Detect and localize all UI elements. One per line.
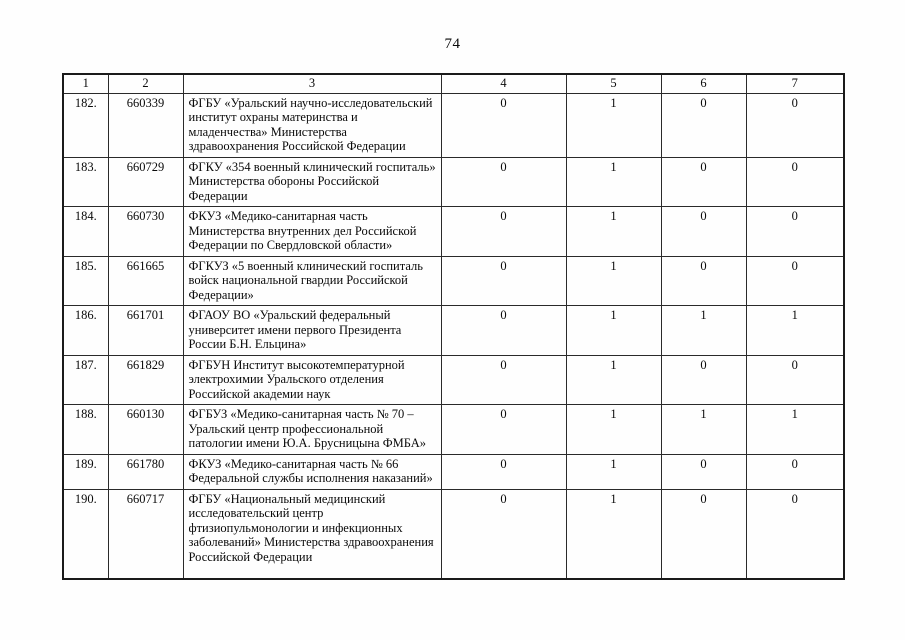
org-name-cell: ФГБУ «Национальный медицинский исследова… bbox=[182, 488, 442, 580]
column-header-6: 6 bbox=[660, 73, 747, 94]
col7-value-cell: 0 bbox=[745, 156, 845, 207]
org-name-cell: ФКУЗ «Медико-санитарная часть Министерст… bbox=[182, 206, 442, 257]
col7-value-cell: 0 bbox=[745, 354, 845, 405]
col4-value-cell: 0 bbox=[440, 453, 567, 490]
col7-value-cell: 1 bbox=[745, 305, 845, 356]
col4-value-cell: 0 bbox=[440, 92, 567, 158]
col4-value-cell: 0 bbox=[440, 156, 567, 207]
org-name-cell: ФГКУ «354 военный клинический госпиталь»… bbox=[182, 156, 442, 207]
col6-value-cell: 0 bbox=[660, 156, 747, 207]
column-header-5: 5 bbox=[565, 73, 662, 94]
org-code-cell: 660717 bbox=[107, 488, 184, 580]
org-name-cell: ФГАОУ ВО «Уральский федеральный универси… bbox=[182, 305, 442, 356]
col4-value-cell: 0 bbox=[440, 206, 567, 257]
col6-value-cell: 0 bbox=[660, 206, 747, 257]
row-number-cell: 182. bbox=[62, 92, 109, 158]
column-header-1: 1 bbox=[62, 73, 109, 94]
org-code-cell: 661829 bbox=[107, 354, 184, 405]
table-row: 184. 660730 ФКУЗ «Медико-санитарная част… bbox=[62, 206, 845, 257]
row-number-cell: 185. bbox=[62, 255, 109, 306]
row-number-cell: 189. bbox=[62, 453, 109, 490]
col6-value-cell: 1 bbox=[660, 404, 747, 455]
col7-value-cell: 0 bbox=[745, 255, 845, 306]
col7-value-cell: 0 bbox=[745, 206, 845, 257]
org-code-cell: 661665 bbox=[107, 255, 184, 306]
col7-value-cell: 1 bbox=[745, 404, 845, 455]
col6-value-cell: 0 bbox=[660, 92, 747, 158]
table-row: 190. 660717 ФГБУ «Национальный медицинск… bbox=[62, 488, 845, 580]
table-body: 182. 660339 ФГБУ «Уральский научно-иссле… bbox=[62, 92, 845, 580]
col5-value-cell: 1 bbox=[565, 156, 662, 207]
row-number-cell: 184. bbox=[62, 206, 109, 257]
col4-value-cell: 0 bbox=[440, 354, 567, 405]
table-row: 188. 660130 ФГБУЗ «Медико-санитарная час… bbox=[62, 404, 845, 455]
col6-value-cell: 0 bbox=[660, 255, 747, 306]
org-name-cell: ФГБУ «Уральский научно-исследовательский… bbox=[182, 92, 442, 158]
org-code-cell: 660729 bbox=[107, 156, 184, 207]
org-name-cell: ФГКУЗ «5 военный клинический госпиталь в… bbox=[182, 255, 442, 306]
col5-value-cell: 1 bbox=[565, 92, 662, 158]
col4-value-cell: 0 bbox=[440, 488, 567, 580]
org-code-cell: 660130 bbox=[107, 404, 184, 455]
table-row: 186. 661701 ФГАОУ ВО «Уральский федераль… bbox=[62, 305, 845, 356]
col7-value-cell: 0 bbox=[745, 488, 845, 580]
col5-value-cell: 1 bbox=[565, 354, 662, 405]
col5-value-cell: 1 bbox=[565, 404, 662, 455]
table-row: 183. 660729 ФГКУ «354 военный клинически… bbox=[62, 156, 845, 207]
table-row: 187. 661829 ФГБУН Институт высокотемпера… bbox=[62, 354, 845, 405]
org-code-cell: 661701 bbox=[107, 305, 184, 356]
row-number-cell: 190. bbox=[62, 488, 109, 580]
row-number-cell: 186. bbox=[62, 305, 109, 356]
org-code-cell: 661780 bbox=[107, 453, 184, 490]
col5-value-cell: 1 bbox=[565, 488, 662, 580]
org-name-cell: ФГБУН Институт высокотемпературной элект… bbox=[182, 354, 442, 405]
col6-value-cell: 1 bbox=[660, 305, 747, 356]
col6-value-cell: 0 bbox=[660, 488, 747, 580]
table-row: 182. 660339 ФГБУ «Уральский научно-иссле… bbox=[62, 92, 845, 158]
col6-value-cell: 0 bbox=[660, 354, 747, 405]
col7-value-cell: 0 bbox=[745, 92, 845, 158]
org-code-cell: 660730 bbox=[107, 206, 184, 257]
row-number-cell: 188. bbox=[62, 404, 109, 455]
column-header-4: 4 bbox=[440, 73, 567, 94]
org-code-cell: 660339 bbox=[107, 92, 184, 158]
col4-value-cell: 0 bbox=[440, 404, 567, 455]
org-name-cell: ФГБУЗ «Медико-санитарная часть № 70 – Ур… bbox=[182, 404, 442, 455]
org-name-cell: ФКУЗ «Медико-санитарная часть № 66 Федер… bbox=[182, 453, 442, 490]
row-number-cell: 183. bbox=[62, 156, 109, 207]
row-number-cell: 187. bbox=[62, 354, 109, 405]
column-header-7: 7 bbox=[745, 73, 845, 94]
col6-value-cell: 0 bbox=[660, 453, 747, 490]
col7-value-cell: 0 bbox=[745, 453, 845, 490]
col5-value-cell: 1 bbox=[565, 206, 662, 257]
registry-table: 1 2 3 4 5 6 7 182. 660339 ФГБУ «Уральски… bbox=[62, 73, 845, 580]
table-row: 185. 661665 ФГКУЗ «5 военный клинический… bbox=[62, 255, 845, 306]
col4-value-cell: 0 bbox=[440, 255, 567, 306]
column-header-2: 2 bbox=[107, 73, 184, 94]
col5-value-cell: 1 bbox=[565, 305, 662, 356]
table-header-row: 1 2 3 4 5 6 7 bbox=[62, 73, 845, 94]
table-row: 189. 661780 ФКУЗ «Медико-санитарная част… bbox=[62, 453, 845, 490]
column-header-3: 3 bbox=[182, 73, 442, 94]
col5-value-cell: 1 bbox=[565, 255, 662, 306]
col4-value-cell: 0 bbox=[440, 305, 567, 356]
page-number: 74 bbox=[444, 36, 461, 52]
col5-value-cell: 1 bbox=[565, 453, 662, 490]
